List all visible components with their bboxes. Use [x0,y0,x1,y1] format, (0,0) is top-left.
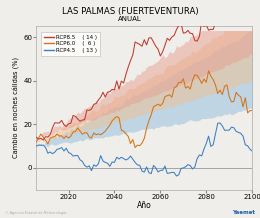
Text: LAS PALMAS (FUERTEVENTURA): LAS PALMAS (FUERTEVENTURA) [62,7,198,15]
X-axis label: Año: Año [137,201,152,210]
Text: © Agencia Estatal de Meteorología: © Agencia Estatal de Meteorología [5,211,67,215]
Legend: RCP8.5    ( 14 ), RCP6.0    (  6 ), RCP4.5    ( 13 ): RCP8.5 ( 14 ), RCP6.0 ( 6 ), RCP4.5 ( 13… [41,32,100,56]
Text: ANUAL: ANUAL [118,16,142,22]
Text: Yaemet: Yaemet [232,210,255,215]
Y-axis label: Cambio en noches cálidas (%): Cambio en noches cálidas (%) [14,57,21,158]
